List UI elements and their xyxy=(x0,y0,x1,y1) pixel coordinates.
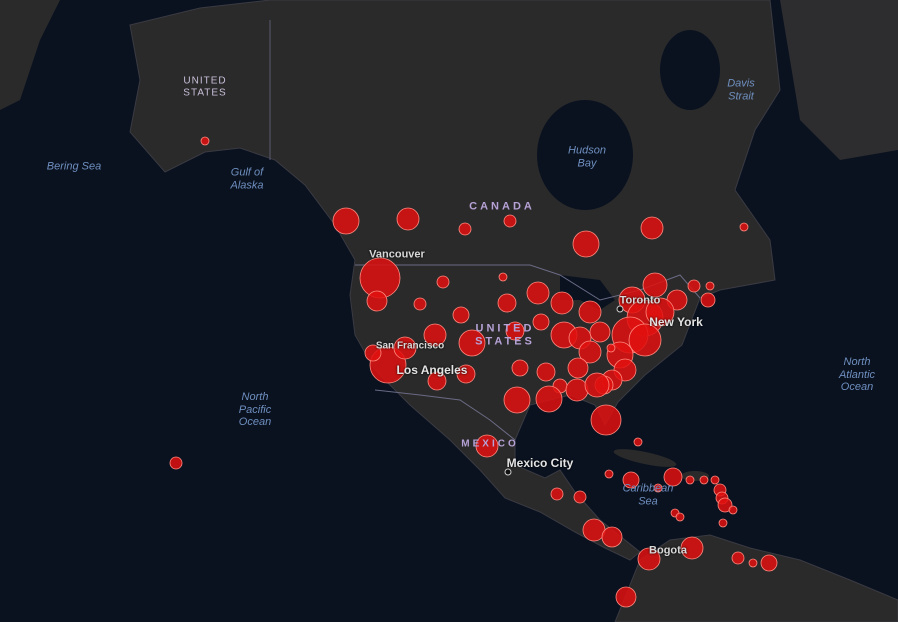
case-marker[interactable] xyxy=(565,378,589,402)
case-marker[interactable] xyxy=(653,483,663,493)
case-marker[interactable] xyxy=(601,526,623,548)
label-alaska-us: UNITED STATES xyxy=(183,75,227,99)
case-marker[interactable] xyxy=(475,434,499,458)
case-marker[interactable] xyxy=(503,214,517,228)
toronto-dot xyxy=(616,305,624,313)
label-bogota: Bogota xyxy=(649,544,687,557)
case-marker[interactable] xyxy=(748,558,758,568)
case-marker[interactable] xyxy=(526,281,550,305)
case-marker[interactable] xyxy=(637,547,661,571)
hudson-bay-water xyxy=(537,100,633,210)
case-marker[interactable] xyxy=(728,505,738,515)
label-united-states: UNITED STATES xyxy=(475,322,535,347)
case-marker[interactable] xyxy=(536,362,556,382)
label-hudson-bay: Hudson Bay xyxy=(568,144,606,169)
case-marker[interactable] xyxy=(498,272,508,282)
case-marker[interactable] xyxy=(685,475,695,485)
case-marker[interactable] xyxy=(739,222,749,232)
case-marker[interactable] xyxy=(573,490,587,504)
case-marker[interactable] xyxy=(550,291,574,315)
case-marker[interactable] xyxy=(458,329,486,357)
land-greenland xyxy=(780,0,898,160)
case-marker[interactable] xyxy=(675,512,685,522)
case-marker[interactable] xyxy=(413,297,427,311)
case-marker[interactable] xyxy=(663,467,683,487)
case-marker[interactable] xyxy=(505,321,525,341)
label-gulf-of-alaska: Gulf of Alaska xyxy=(230,166,264,191)
case-marker[interactable] xyxy=(572,230,600,258)
case-marker[interactable] xyxy=(718,518,728,528)
label-mexico-city: Mexico City xyxy=(506,456,574,471)
case-marker[interactable] xyxy=(364,344,382,362)
land-russia xyxy=(0,0,60,110)
case-marker[interactable] xyxy=(622,471,640,489)
label-mexico: MEXICO xyxy=(461,438,519,450)
case-marker[interactable] xyxy=(615,586,637,608)
case-marker[interactable] xyxy=(604,469,614,479)
case-marker[interactable] xyxy=(535,385,563,413)
label-caribbean-sea: Caribbean Sea xyxy=(622,482,674,507)
case-marker[interactable] xyxy=(578,300,602,324)
label-north-atlantic: North Atlantic Ocean xyxy=(838,356,876,394)
case-marker[interactable] xyxy=(497,293,517,313)
case-marker[interactable] xyxy=(200,136,210,146)
label-vancouver: Vancouver xyxy=(369,248,425,261)
case-marker[interactable] xyxy=(628,323,662,357)
label-davis-strait: Davis Strait xyxy=(727,77,755,102)
border-us-canada xyxy=(355,264,701,301)
case-marker[interactable] xyxy=(640,216,664,240)
label-new-york: New York xyxy=(649,315,703,330)
case-marker[interactable] xyxy=(550,487,564,501)
case-marker[interactable] xyxy=(700,292,716,308)
case-marker[interactable] xyxy=(458,222,472,236)
case-marker[interactable] xyxy=(645,297,675,327)
case-marker[interactable] xyxy=(717,497,733,513)
case-marker[interactable] xyxy=(590,404,622,436)
case-marker[interactable] xyxy=(687,279,701,293)
case-marker[interactable] xyxy=(567,357,589,379)
case-marker[interactable] xyxy=(396,207,420,231)
label-bering-sea: Bering Sea xyxy=(46,160,102,173)
case-marker[interactable] xyxy=(423,323,447,347)
case-marker[interactable] xyxy=(584,372,610,398)
case-marker[interactable] xyxy=(169,456,183,470)
label-san-francisco: San Francisco xyxy=(375,340,445,352)
label-toronto: Toronto xyxy=(619,294,661,307)
mexico-city-dot xyxy=(504,468,512,476)
case-marker[interactable] xyxy=(366,290,388,312)
label-canada: CANADA xyxy=(469,200,535,213)
case-marker[interactable] xyxy=(511,359,529,377)
case-marker[interactable] xyxy=(452,306,470,324)
case-marker[interactable] xyxy=(578,340,602,364)
case-marker[interactable] xyxy=(393,336,417,360)
case-marker[interactable] xyxy=(589,321,611,343)
case-marker[interactable] xyxy=(606,343,616,353)
baffin-water xyxy=(660,30,720,110)
case-marker[interactable] xyxy=(532,313,550,331)
case-marker[interactable] xyxy=(680,536,704,560)
case-marker[interactable] xyxy=(633,437,643,447)
case-marker[interactable] xyxy=(705,281,715,291)
case-marker[interactable] xyxy=(760,554,778,572)
land-cuba xyxy=(613,449,677,467)
case-marker[interactable] xyxy=(332,207,360,235)
case-marker[interactable] xyxy=(427,371,447,391)
case-marker[interactable] xyxy=(731,551,745,565)
case-marker[interactable] xyxy=(710,475,720,485)
case-marker[interactable] xyxy=(503,386,531,414)
case-markers xyxy=(169,136,778,608)
case-marker[interactable] xyxy=(699,475,709,485)
border-us-mexico xyxy=(374,389,516,441)
label-north-pacific: North Pacific Ocean xyxy=(238,391,272,429)
case-marker[interactable] xyxy=(456,364,476,384)
label-los-angeles: Los Angeles xyxy=(396,363,468,378)
case-marker[interactable] xyxy=(642,272,668,298)
case-marker[interactable] xyxy=(436,275,450,289)
